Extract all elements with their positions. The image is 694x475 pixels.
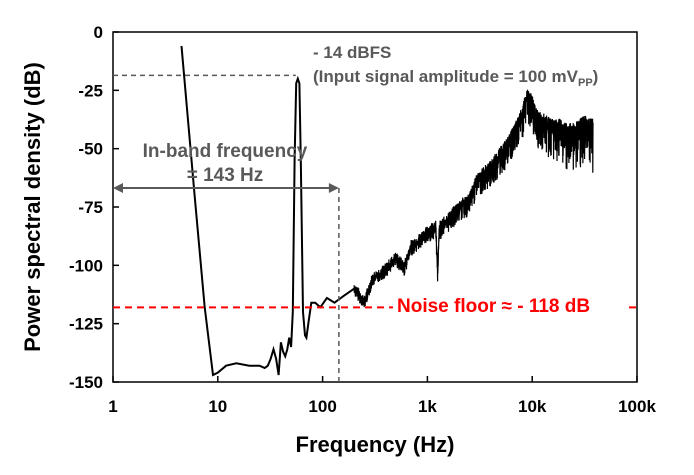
annotations: - 14 dBFS (Input signal amplitude = 100 …: [113, 43, 637, 382]
x-tick-label: 10k: [518, 397, 547, 416]
x-tick-label: 1k: [418, 397, 437, 416]
inband-label-line1: In-band frequency: [143, 141, 308, 162]
y-tick-label: -125: [69, 315, 103, 334]
y-axis-title: Power spectral density (dB): [20, 62, 45, 352]
psd-trace-low: [180, 45, 355, 377]
x-axis-title: Frequency (Hz): [296, 432, 455, 457]
input-amplitude-text: (Input signal amplitude = 100 mV: [313, 67, 579, 86]
peak-dbfs-label: - 14 dBFS: [313, 43, 391, 62]
inband-arrow-head-left: [113, 183, 123, 193]
inband-arrow-head-right: [328, 183, 339, 193]
psd-trace: [180, 45, 594, 377]
y-tick-label: -25: [78, 81, 103, 100]
y-tick-label: -50: [78, 140, 103, 159]
y-tick-label: 0: [94, 23, 103, 42]
x-tick-label: 1: [108, 397, 117, 416]
y-tick-label: -150: [69, 373, 103, 392]
x-tick-label: 100: [308, 397, 336, 416]
noise-floor-label-bg: [393, 292, 625, 318]
inband-label-line2: = 143 Hz: [187, 165, 264, 186]
axis-ticks: 1 10 100 1k 10k 100k 0 -25 -50 -75 -100 -125 -150: [69, 23, 656, 416]
y-tick-label: -100: [69, 256, 103, 275]
x-tick-label: 10: [208, 397, 227, 416]
input-amplitude-subscript: PP: [578, 77, 593, 89]
input-amplitude-close: ): [593, 67, 599, 86]
y-tick-label: -75: [78, 198, 103, 217]
noise-floor-label: Noise floor ≈ - 118 dB: [397, 296, 590, 317]
input-amplitude-label: (Input signal amplitude = 100 mVPP): [313, 67, 598, 89]
psd-trace-high: [353, 89, 594, 308]
x-tick-label: 100k: [618, 397, 656, 416]
